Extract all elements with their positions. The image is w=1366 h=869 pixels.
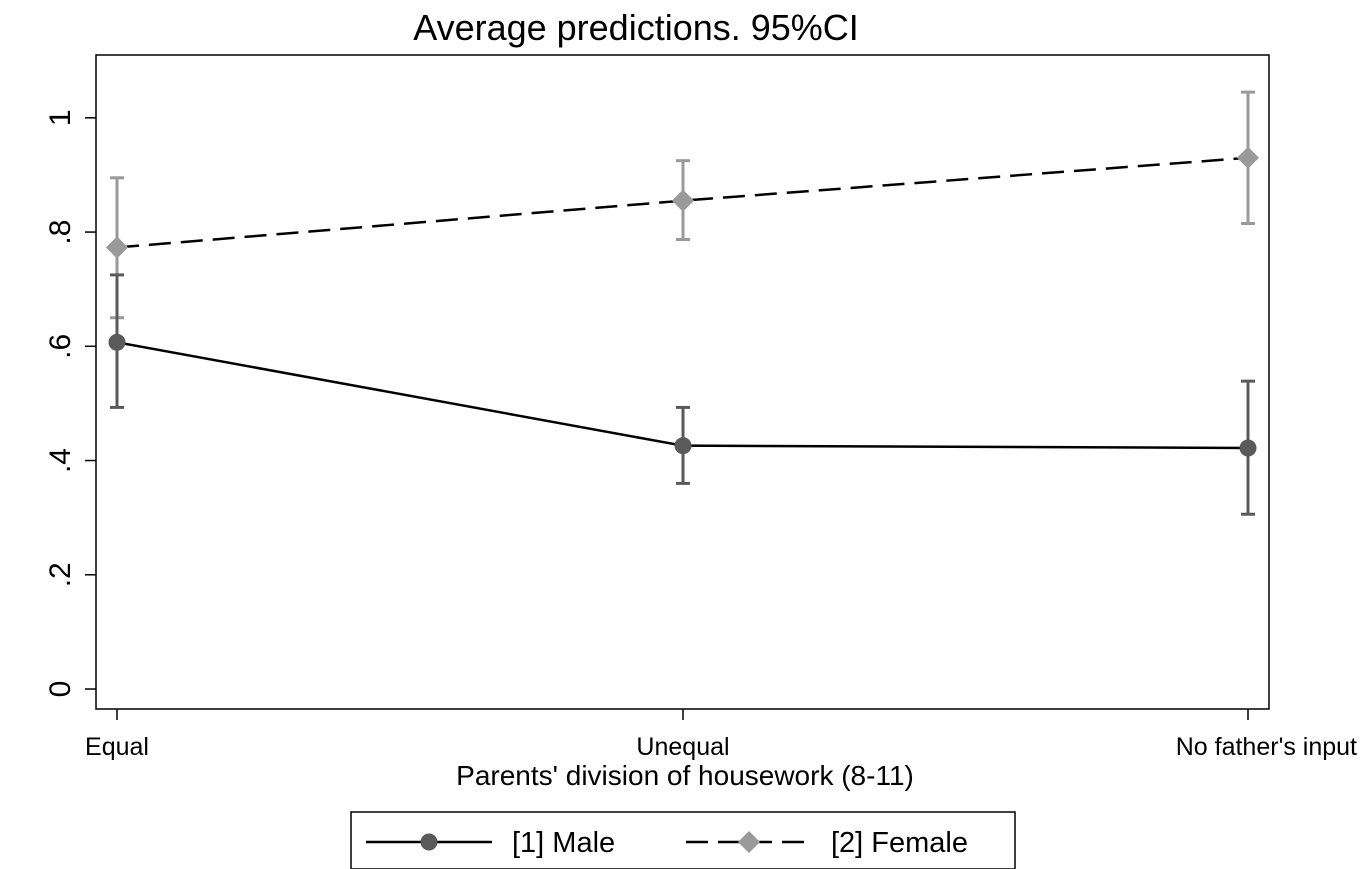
plot-area xyxy=(95,54,1270,710)
y-tick-label: .6 xyxy=(44,334,77,359)
legend-box xyxy=(350,811,1016,869)
x-tick-label: Unequal xyxy=(636,733,729,761)
x-axis-label: Parents' division of housework (8-11) xyxy=(456,760,914,791)
y-tick-label: 1 xyxy=(44,109,77,126)
y-axis: 0 .2 .4 .6 .8 1 xyxy=(44,109,96,697)
y-tick-label: 0 xyxy=(44,681,77,698)
legend: [1] Male [2] Female xyxy=(350,811,1016,869)
legend-item: [2] Female xyxy=(686,827,968,859)
series-markers xyxy=(105,146,1260,457)
data-point xyxy=(1236,146,1260,169)
chart-title: Average predictions. 95%CI xyxy=(413,7,859,48)
y-tick-label: .4 xyxy=(44,448,77,473)
legend-item: [1] Male xyxy=(366,827,615,859)
x-tick-label: Equal xyxy=(85,733,149,761)
x-axis: Equal Unequal No father's input xyxy=(85,709,1357,761)
y-tick-label: .8 xyxy=(44,220,77,245)
data-point xyxy=(108,333,126,351)
data-point xyxy=(674,437,692,455)
legend-items: [1] Male [2] Female xyxy=(366,827,968,859)
x-tick-label: No father's input xyxy=(1176,733,1357,761)
data-point xyxy=(420,833,438,851)
legend-label: [2] Female xyxy=(831,827,968,859)
data-point xyxy=(105,236,129,259)
data-point xyxy=(671,189,695,212)
series-line xyxy=(116,156,1249,249)
y-tick-label: .2 xyxy=(44,562,77,587)
data-point xyxy=(737,830,761,854)
data-point xyxy=(1239,439,1257,457)
legend-label: [1] Male xyxy=(512,827,615,859)
